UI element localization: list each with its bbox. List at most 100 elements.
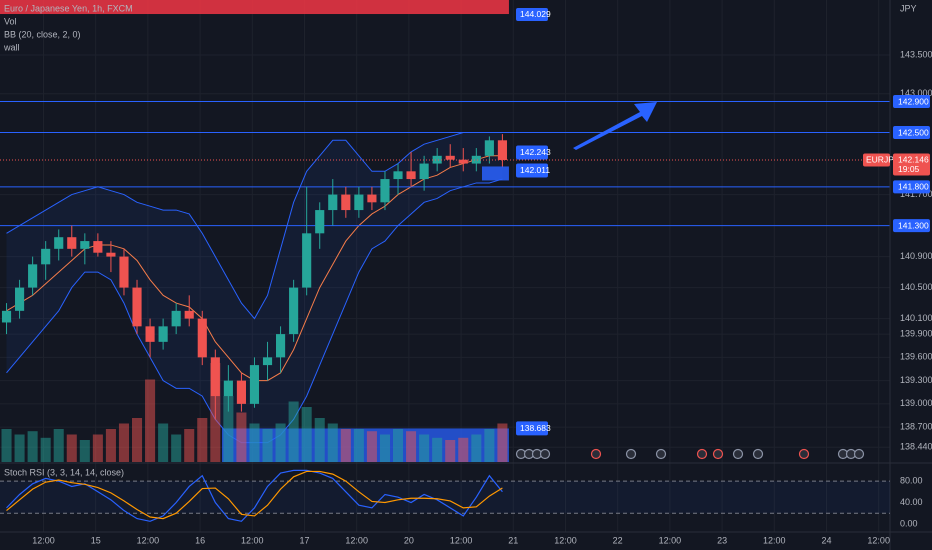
- y-tick-label: 140.100: [900, 313, 932, 323]
- event-icon[interactable]: [696, 448, 708, 460]
- candle-body: [236, 380, 246, 404]
- x-tick-label: 12:00: [659, 535, 682, 545]
- y-tick-label: 141.700: [900, 189, 932, 199]
- candle-body: [67, 237, 77, 249]
- candle-body: [341, 194, 351, 211]
- candle-body: [106, 252, 116, 257]
- countdown: 19:05: [898, 164, 920, 174]
- volume-bar: [249, 423, 260, 462]
- event-icons: [515, 448, 865, 460]
- symbol-title[interactable]: Euro / Japanese Yen, 1h, FXCM: [4, 3, 133, 13]
- volume-bar: [419, 434, 430, 462]
- stoch-pane: [0, 469, 890, 522]
- candle-body: [184, 310, 194, 319]
- x-tick-label: 12:00: [241, 535, 264, 545]
- candle-body: [302, 233, 312, 288]
- volume-bar: [314, 418, 325, 462]
- x-tick-label: 12:00: [763, 535, 786, 545]
- y-tick-label: 143.500: [900, 49, 932, 59]
- x-tick-label: 21: [508, 535, 518, 545]
- y-tick-label: 140.900: [900, 251, 932, 261]
- event-icon[interactable]: [732, 448, 744, 460]
- volume-bar: [105, 429, 116, 462]
- x-tick-label: 15: [91, 535, 101, 545]
- volume-bar: [471, 434, 482, 462]
- x-tick-label: 20: [404, 535, 414, 545]
- stoch-tick-label: 40.00: [900, 497, 923, 507]
- volume-bar: [340, 429, 351, 462]
- candle-body: [54, 237, 64, 249]
- candle-body: [15, 287, 25, 311]
- candle-body: [393, 171, 403, 180]
- y-tick-label: 138.700: [900, 421, 932, 431]
- x-tick-label: 12:00: [32, 535, 55, 545]
- volume-bar: [445, 440, 456, 462]
- marker-label-box: [516, 145, 548, 160]
- candle-body: [432, 155, 442, 164]
- candle-body: [354, 194, 364, 211]
- marker-zone: [482, 166, 509, 181]
- zone-label: 144.029: [520, 9, 551, 19]
- volume-bar: [406, 431, 417, 462]
- candle-body: [158, 326, 168, 342]
- indicator-label[interactable]: wall: [3, 42, 20, 52]
- candle-body: [328, 194, 338, 211]
- y-tick-label: 140.500: [900, 282, 932, 292]
- event-icon[interactable]: [853, 448, 865, 460]
- level-label-box: [893, 180, 930, 194]
- event-icon[interactable]: [752, 448, 764, 460]
- event-icon[interactable]: [539, 448, 551, 460]
- candle-body: [367, 194, 377, 203]
- x-tick-label: 12:00: [867, 535, 890, 545]
- x-tick-label: 12:00: [450, 535, 473, 545]
- candle-body: [80, 241, 90, 249]
- arrow: [573, 102, 657, 150]
- marker-label: 142.243: [520, 147, 551, 157]
- event-icon[interactable]: [712, 448, 724, 460]
- candle-body: [223, 380, 233, 397]
- candle-body: [171, 310, 181, 327]
- event-icon[interactable]: [798, 448, 810, 460]
- volume-bar: [171, 434, 182, 462]
- marker-label: 138.683: [520, 423, 551, 433]
- event-icon[interactable]: [655, 448, 667, 460]
- indicator-label[interactable]: BB (20, close, 2, 0): [4, 29, 81, 39]
- candle-body: [28, 264, 38, 288]
- marker-label-box: [516, 163, 548, 178]
- stoch-tick-label: 80.00: [900, 475, 923, 485]
- candle-body: [445, 155, 455, 160]
- candle-body: [41, 248, 51, 265]
- candle-body: [145, 326, 155, 342]
- volume-bar: [392, 429, 404, 462]
- plot: [0, 0, 890, 462]
- symbol-label: EURJPY: [866, 155, 900, 165]
- stoch-band: [0, 481, 890, 514]
- volume-bar: [53, 429, 64, 462]
- level-label: 142.900: [898, 96, 929, 106]
- candle-body: [289, 287, 299, 335]
- indicator-label[interactable]: Vol: [4, 16, 17, 26]
- stoch-title[interactable]: Stoch RSI (3, 3, 14, 14, close): [4, 467, 124, 477]
- marker-label: 142.011: [520, 165, 550, 175]
- event-icon[interactable]: [590, 448, 602, 460]
- volume-bar: [223, 396, 234, 462]
- volume-bar: [40, 437, 51, 462]
- zone-label-box: [516, 8, 548, 22]
- price-label: 142.146: [898, 155, 929, 165]
- price-box: [893, 153, 930, 176]
- y-tick-label: 138.440: [900, 442, 932, 452]
- event-icon[interactable]: [625, 448, 637, 460]
- stoch-tick-label: 0.00: [900, 518, 918, 528]
- y-tick-label: 143.000: [900, 88, 932, 98]
- volume-bar: [27, 431, 38, 462]
- level-label: 141.300: [898, 220, 929, 230]
- volume-bar: [1, 429, 12, 462]
- zone: [0, 0, 509, 15]
- volume-bar: [79, 440, 90, 462]
- volume-bar: [379, 434, 390, 462]
- candle-body: [380, 179, 390, 203]
- level-label-box: [893, 126, 930, 140]
- volume-bar: [184, 429, 195, 462]
- volume-bar: [275, 423, 286, 462]
